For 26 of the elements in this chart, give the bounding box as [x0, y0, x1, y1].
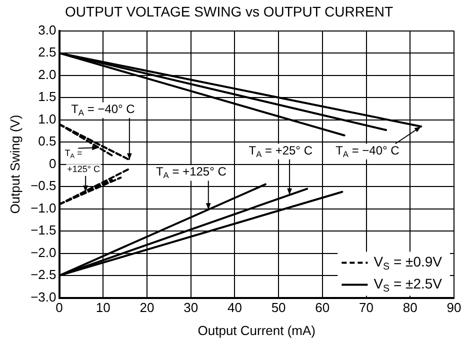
y-tick-label: −3.0: [30, 289, 56, 304]
x-tick-label: 90: [446, 300, 462, 316]
x-tick-label: 30: [184, 300, 198, 316]
y-tick-label: 2.0: [38, 66, 56, 82]
y-tick-label: −0.5: [30, 178, 56, 194]
y-tick-label: 1.5: [38, 89, 56, 104]
y-tick-label: 0.5: [38, 134, 56, 149]
x-tick-label: 70: [359, 300, 374, 316]
x-tick-label: 50: [271, 300, 286, 316]
y-tick-label: −1.0: [30, 200, 56, 216]
x-tick-label: 40: [227, 300, 242, 316]
y-tick-label: −2.0: [30, 244, 56, 260]
y-tick-label: 0: [49, 156, 56, 171]
annotation: +125° C: [67, 164, 101, 174]
x-tick-label: 10: [96, 300, 110, 316]
x-tick-label: 80: [402, 300, 418, 316]
chart-title: OUTPUT VOLTAGE SWING vs OUTPUT CURRENT: [65, 3, 394, 20]
y-tick-label: −2.5: [30, 267, 56, 282]
y-tick-label: 1.0: [38, 111, 56, 126]
x-tick-label: 60: [315, 300, 330, 316]
y-tick-label: 3.0: [38, 22, 56, 38]
y-tick-label: −1.5: [30, 222, 56, 238]
y-tick-label: 2.5: [38, 44, 56, 60]
x-tick-label: 20: [140, 300, 154, 316]
x-axis-title: Output Current (mA): [198, 322, 316, 338]
y-axis-title: Output Swing (V): [7, 114, 22, 214]
